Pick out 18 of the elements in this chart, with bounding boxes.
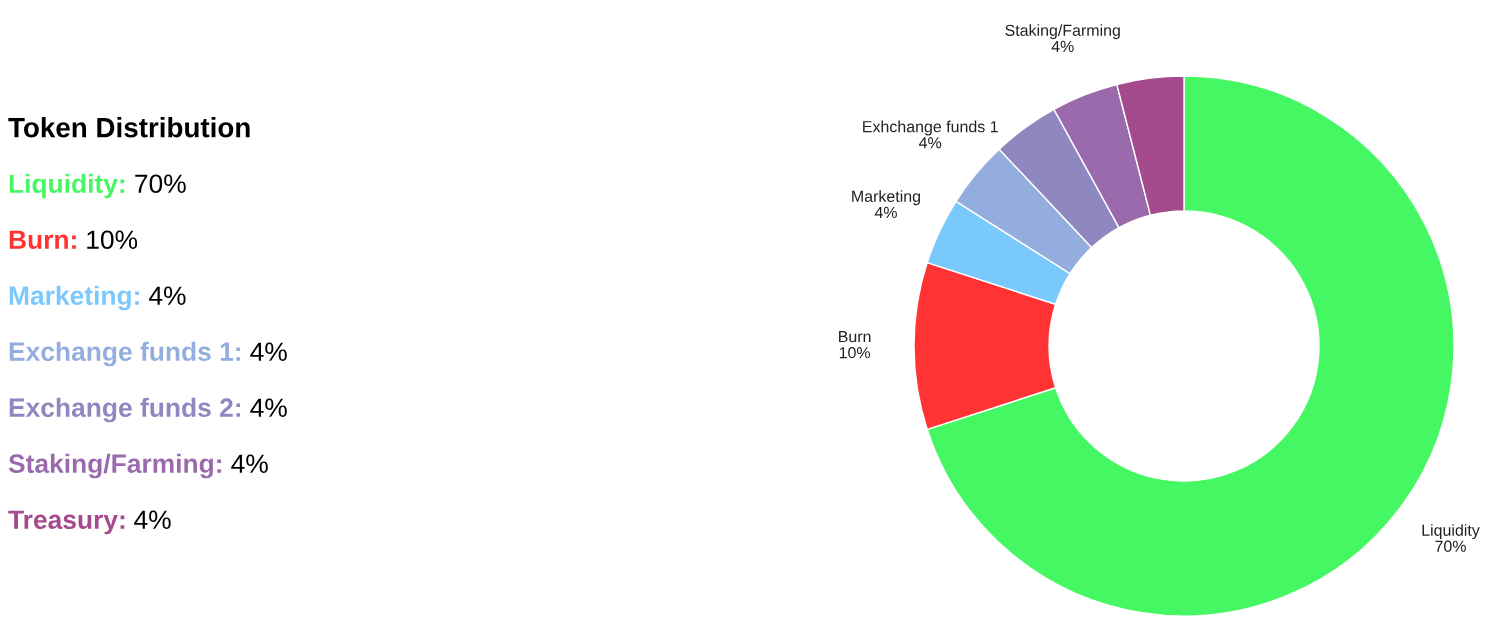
slice-label: Marketing [852,190,920,206]
text: Staking/Farming: 4% [8,453,268,479]
text: Burn: 10% [9,230,138,250]
data-label: 4% [874,206,897,218]
text: Exchange funds 2: 4% [9,397,287,423]
data-label: 70% [1435,540,1466,552]
slice-label: Liquidity [1422,524,1480,540]
text: Exchange funds 1: 4% [9,341,287,367]
text: Marketing: 4% [9,285,186,311]
slice-label: Staking/Farming [1005,24,1120,40]
data-label: 10% [839,347,871,359]
text: Token Distribution [8,117,250,138]
data-label: 4% [1051,40,1074,52]
slice-label: Burn [839,331,871,343]
data-label: 4% [919,137,942,149]
slice-label: Exhchange funds 1 [863,120,998,136]
text: Treasury: 4% [8,510,171,535]
text: Liquidity: 70% [9,173,186,199]
